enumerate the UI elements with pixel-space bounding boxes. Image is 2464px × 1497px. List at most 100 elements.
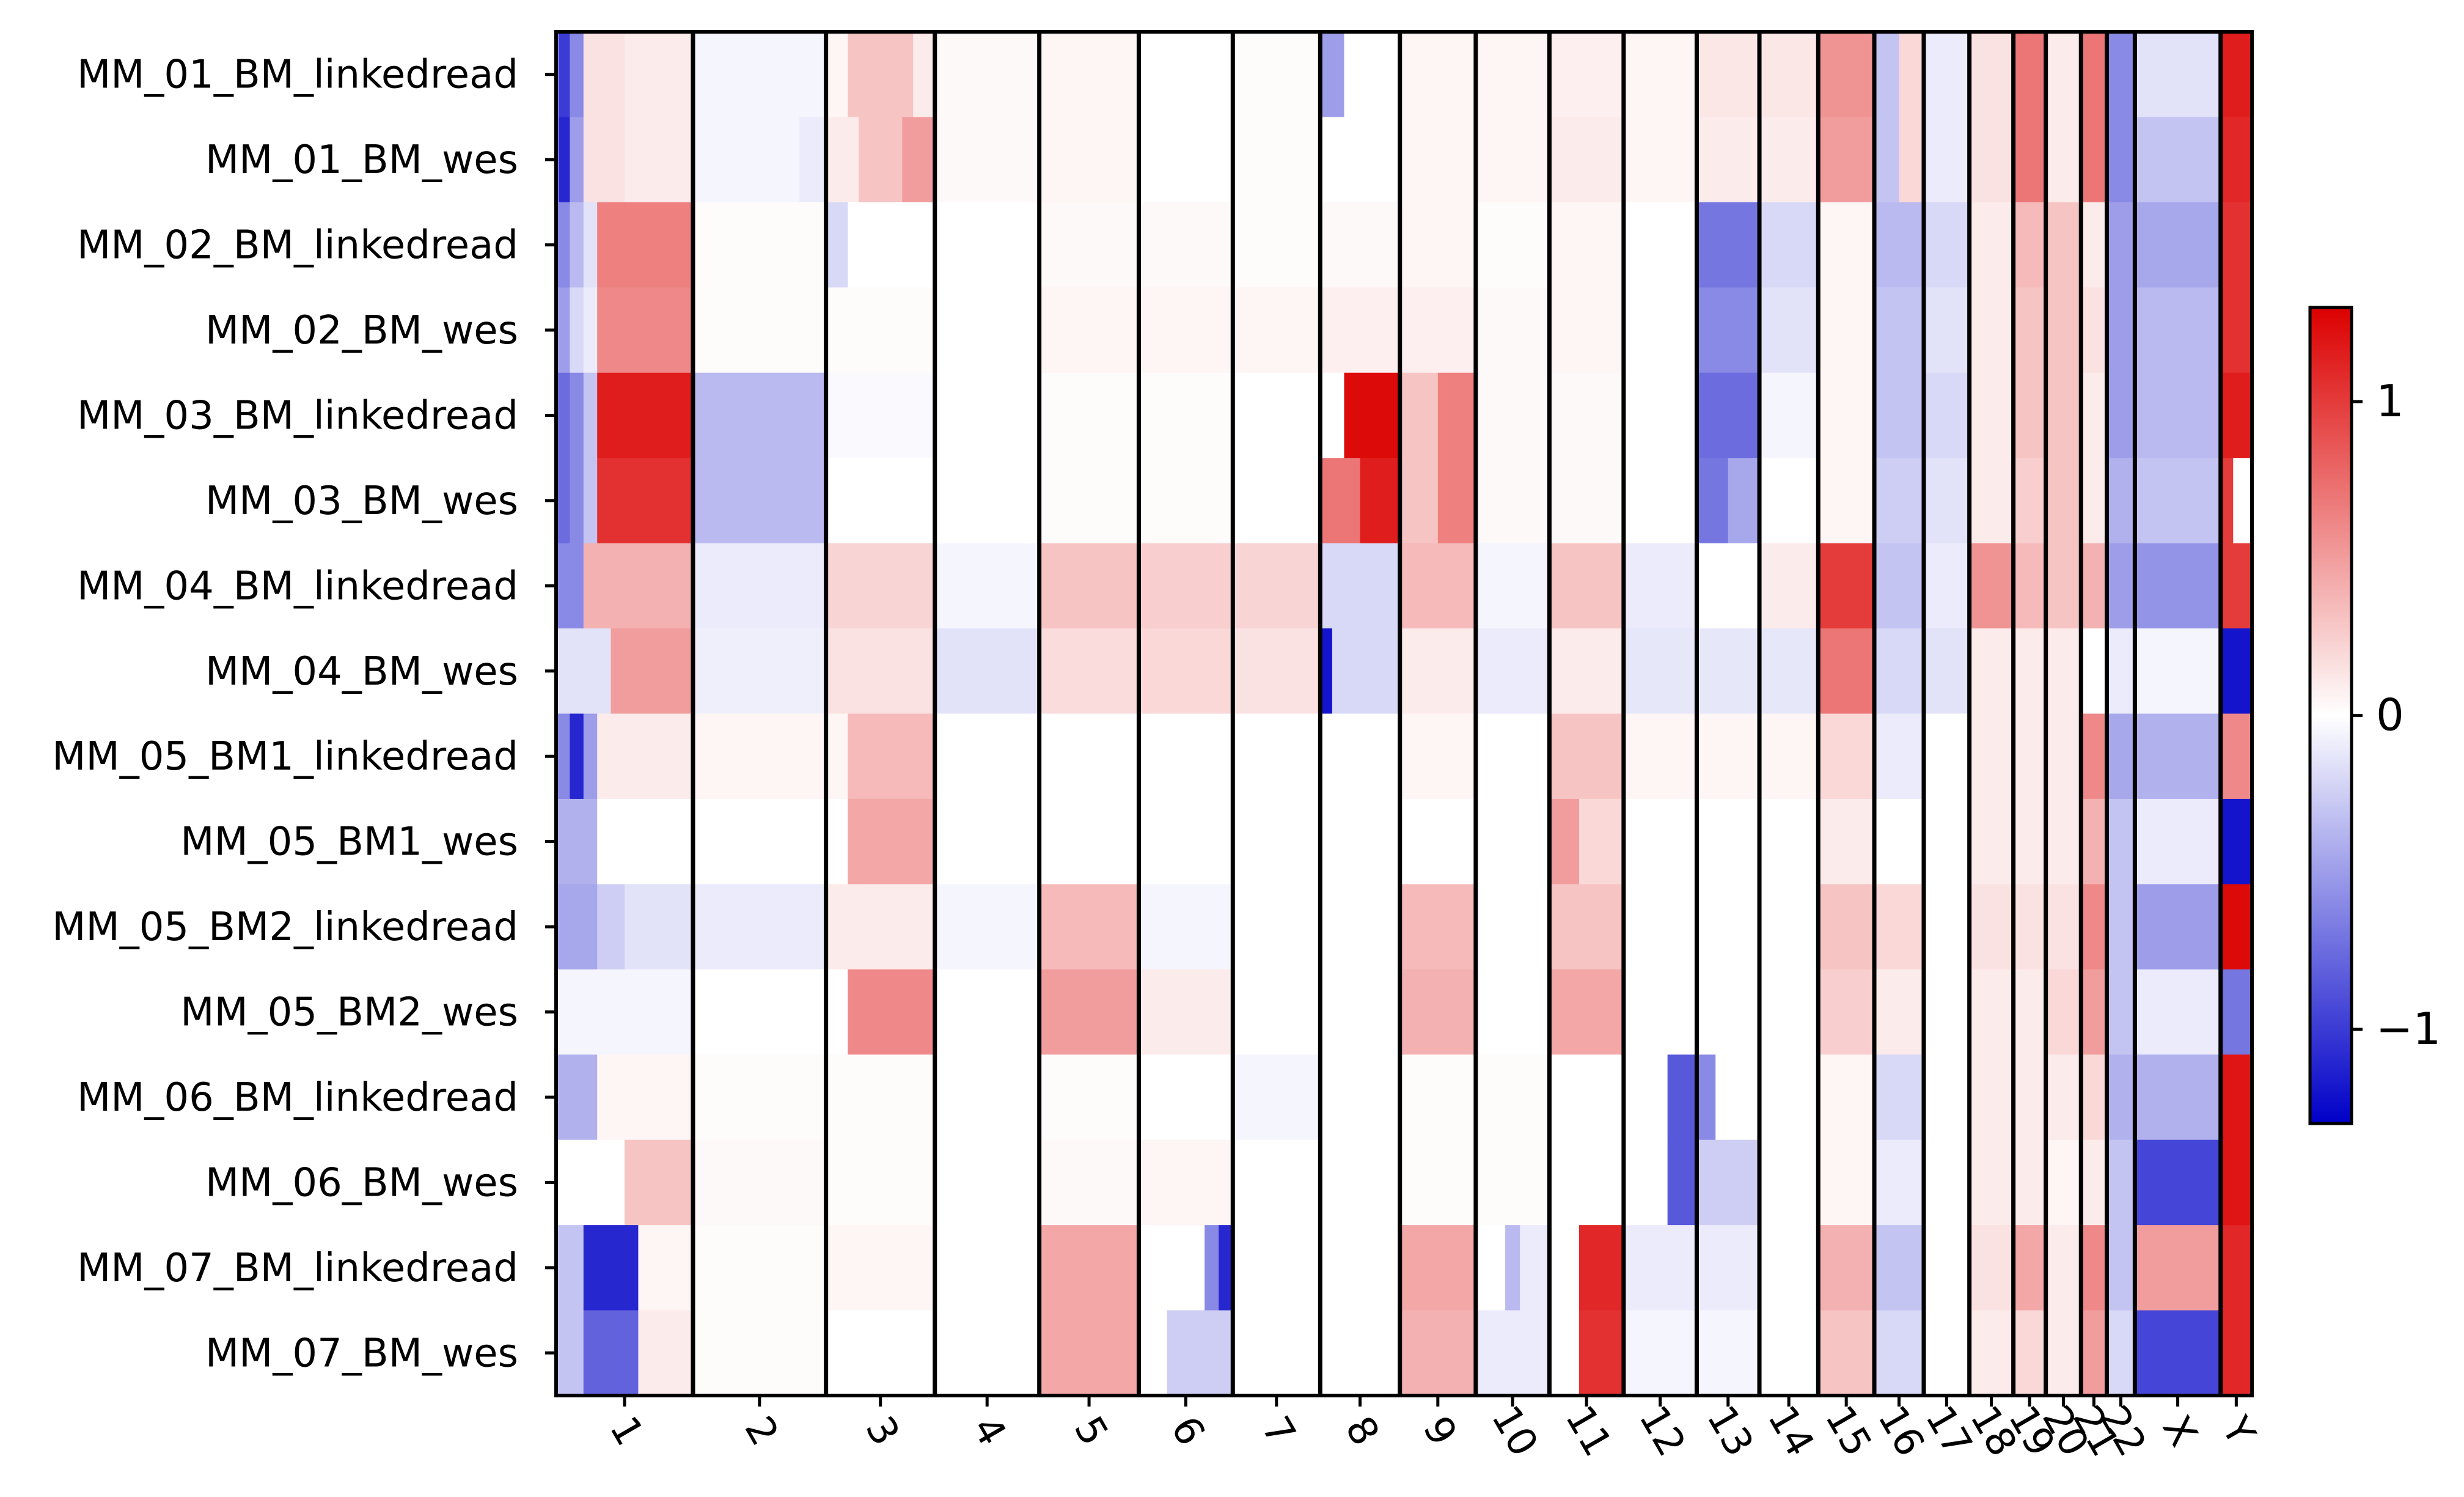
colorbar-tick-label: 1 bbox=[2376, 375, 2404, 427]
heatmap-cell bbox=[2013, 202, 2047, 288]
heatmap-cell bbox=[1320, 372, 1345, 458]
heatmap-cell bbox=[2081, 1310, 2108, 1396]
heatmap-cell bbox=[692, 1054, 827, 1141]
heatmap-cell bbox=[1549, 117, 1624, 203]
heatmap-cell bbox=[2135, 969, 2221, 1055]
heatmap-cell bbox=[2220, 1310, 2253, 1396]
heatmap-cell bbox=[1667, 1139, 1698, 1226]
heatmap-cell bbox=[1623, 543, 1698, 629]
heatmap-cell bbox=[1759, 798, 1819, 885]
heatmap-cell bbox=[848, 202, 936, 288]
heatmap-cell bbox=[1138, 884, 1233, 970]
heatmap-cell bbox=[1696, 543, 1760, 629]
heatmap-cell bbox=[2045, 287, 2081, 373]
heatmap-cell bbox=[1623, 202, 1698, 288]
heatmap-cell bbox=[2220, 1225, 2253, 1311]
heatmap-cell bbox=[2106, 543, 2136, 629]
heatmap-cell bbox=[2081, 287, 2108, 373]
sample-label: MM_05_BM2_linkedread bbox=[52, 905, 518, 950]
heatmap-cell bbox=[1969, 884, 2014, 970]
heatmap-cell bbox=[934, 32, 1040, 118]
heatmap-cell bbox=[1320, 1054, 1401, 1141]
heatmap-cell bbox=[1475, 543, 1550, 629]
heatmap-cell bbox=[1475, 1054, 1550, 1141]
heatmap-cell bbox=[2106, 628, 2136, 715]
heatmap-cell bbox=[1138, 1139, 1233, 1226]
heatmap-cell bbox=[1320, 32, 1345, 118]
heatmap-cell bbox=[1923, 287, 1970, 373]
heatmap-cell bbox=[1923, 969, 1970, 1055]
chromosome-label: 2 bbox=[736, 1409, 787, 1453]
heatmap-cell bbox=[2013, 458, 2047, 544]
heatmap-cell bbox=[692, 202, 827, 288]
heatmap-cell bbox=[692, 1225, 827, 1311]
heatmap-cell bbox=[1696, 1225, 1760, 1311]
heatmap-cell bbox=[1399, 1139, 1476, 1226]
heatmap-cell bbox=[1138, 1225, 1205, 1311]
heatmap-cell bbox=[1320, 1225, 1401, 1311]
heatmap-cell bbox=[826, 969, 848, 1055]
heatmap-cell bbox=[2106, 32, 2136, 118]
heatmap-cell bbox=[1233, 32, 1321, 118]
heatmap-cell bbox=[559, 117, 570, 203]
heatmap-cell bbox=[1320, 287, 1401, 373]
heatmap-cell bbox=[1874, 1225, 1924, 1311]
heatmap-cell bbox=[1320, 1139, 1401, 1226]
heatmap-cell bbox=[1233, 287, 1321, 373]
heatmap-cell bbox=[1320, 458, 1361, 544]
heatmap-cell bbox=[1138, 117, 1233, 203]
heatmap-cell bbox=[597, 798, 694, 885]
heatmap-cell bbox=[1874, 969, 1924, 1055]
heatmap-cell bbox=[1332, 628, 1401, 715]
heatmap-cell bbox=[1233, 884, 1321, 970]
heatmap-cell bbox=[1039, 543, 1140, 629]
heatmap-cell bbox=[2220, 458, 2234, 544]
heatmap-cell bbox=[556, 543, 584, 629]
heatmap-cell bbox=[1696, 287, 1760, 373]
heatmap-cell bbox=[1923, 117, 1970, 203]
heatmap-cell bbox=[1623, 884, 1698, 970]
heatmap-cell bbox=[2220, 969, 2253, 1055]
heatmap-cell bbox=[597, 287, 694, 373]
heatmap-cell bbox=[1320, 713, 1401, 800]
heatmap-cell bbox=[1233, 969, 1321, 1055]
sample-label: MM_05_BM2_wes bbox=[180, 990, 518, 1035]
heatmap-cell bbox=[826, 372, 936, 458]
heatmap-cell bbox=[2106, 1310, 2136, 1396]
heatmap-cell bbox=[1039, 372, 1140, 458]
colorbar-tick-label: 0 bbox=[2376, 690, 2404, 741]
heatmap-cell bbox=[583, 117, 625, 203]
heatmap-cell bbox=[1623, 1054, 1668, 1141]
heatmap-cell bbox=[2045, 1225, 2081, 1311]
heatmap-cell bbox=[1475, 798, 1550, 885]
heatmap-cell bbox=[1923, 628, 1970, 715]
heatmap-cell bbox=[2045, 969, 2081, 1055]
heatmap-cell bbox=[1233, 798, 1321, 885]
heatmap-cell bbox=[1818, 1054, 1875, 1141]
heatmap-cell bbox=[2045, 372, 2081, 458]
heatmap-cell bbox=[2013, 117, 2047, 203]
heatmap-cell bbox=[1549, 372, 1624, 458]
heatmap-cell bbox=[934, 458, 1040, 544]
heatmap-cell bbox=[1320, 798, 1401, 885]
heatmap-cell bbox=[1923, 543, 1970, 629]
heatmap-cell bbox=[1233, 202, 1321, 288]
sample-label: MM_05_BM1_wes bbox=[180, 820, 518, 865]
heatmap-cell bbox=[1969, 1054, 2014, 1141]
heatmap-cell bbox=[2081, 1225, 2108, 1311]
chromosome-label: 14 bbox=[1759, 1399, 1823, 1465]
heatmap-cell bbox=[556, 798, 598, 885]
chromosome-label: X bbox=[2154, 1408, 2206, 1454]
chromosome-label: 15 bbox=[1816, 1399, 1880, 1465]
sample-label: MM_03_BM_linkedread bbox=[77, 393, 518, 438]
heatmap-cell bbox=[848, 32, 914, 118]
heatmap-cell bbox=[1549, 798, 1580, 885]
heatmap-cell bbox=[597, 458, 694, 544]
heatmap-cell bbox=[556, 202, 570, 288]
heatmap-cell bbox=[799, 117, 827, 203]
heatmap-cell bbox=[1899, 32, 1924, 118]
heatmap-cell bbox=[1623, 32, 1698, 118]
heatmap-cell bbox=[1320, 543, 1401, 629]
heatmap-cell bbox=[1475, 32, 1550, 118]
